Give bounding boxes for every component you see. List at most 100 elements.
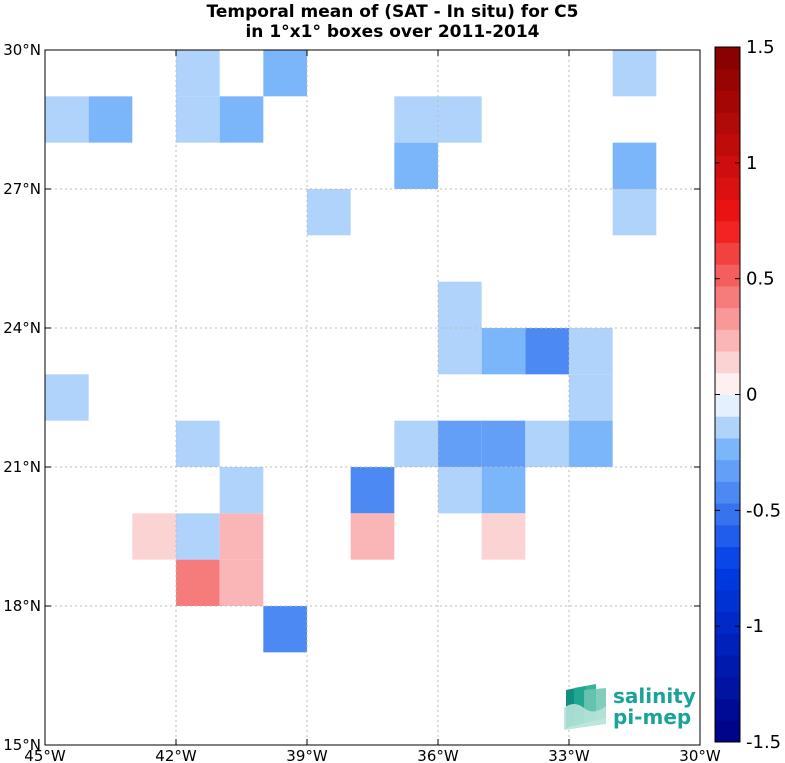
y-tick-label: 18°N xyxy=(3,597,41,615)
colorbar-tick-label: 1.5 xyxy=(746,37,775,58)
colorbar-segment xyxy=(715,459,740,482)
heatmap-cell xyxy=(481,328,526,375)
heatmap-cell xyxy=(569,328,613,375)
colorbar-segment xyxy=(715,568,740,591)
heatmap-cell xyxy=(438,420,482,467)
colorbar-tick-label: 0 xyxy=(746,385,757,406)
heatmap-cell xyxy=(307,189,351,236)
heatmap-cell xyxy=(481,420,526,467)
colorbar-segment xyxy=(715,329,740,352)
y-tick-label: 15°N xyxy=(3,736,41,754)
heatmap-cell xyxy=(219,467,264,514)
colorbar-segment xyxy=(715,524,740,548)
heatmap-cell xyxy=(263,50,307,97)
colorbar-tick-label: -0.5 xyxy=(746,500,781,521)
colorbar-segment xyxy=(715,655,740,678)
colorbar-segment xyxy=(715,372,740,395)
salinity-pi-mep-logo: salinity pi-mep xyxy=(564,684,696,730)
colorbar-segment xyxy=(715,242,740,265)
colorbar-segment xyxy=(715,264,740,287)
chart-title-line-2: in 1°x1° boxes over 2011-2014 xyxy=(245,22,540,42)
heatmap-cell xyxy=(481,513,526,560)
heatmap-cell xyxy=(525,328,569,375)
cells-layer xyxy=(45,50,657,653)
colorbar-segment xyxy=(715,177,740,200)
colorbar-segment xyxy=(715,676,740,700)
colorbar-segment xyxy=(715,546,740,569)
heatmap-cell xyxy=(176,420,220,467)
heatmap-cell xyxy=(394,96,438,143)
heatmap-cell xyxy=(350,467,395,514)
colorbar-tick-label: 0.5 xyxy=(746,269,775,290)
colorbar-segment xyxy=(715,133,740,157)
colorbar-tick-label: -1 xyxy=(746,616,764,637)
chart-title-line-1: Temporal mean of (SAT - In situ) for C5 xyxy=(206,2,579,22)
colorbar-segment xyxy=(715,199,740,222)
colorbar-segment xyxy=(715,220,740,243)
colorbar-segment xyxy=(715,437,740,461)
x-tick-label: 33°W xyxy=(548,747,590,763)
x-tick-label: 36°W xyxy=(417,747,459,763)
grid-layer xyxy=(45,50,700,745)
heatmap-cell xyxy=(394,420,438,467)
y-tick-label: 27°N xyxy=(3,180,41,198)
colorbar-segment xyxy=(715,90,740,113)
logo-wave-icon xyxy=(564,684,606,730)
heatmap-cell xyxy=(263,606,307,653)
heatmap-cell xyxy=(350,513,395,560)
colorbar-segment xyxy=(715,589,740,613)
colorbar-tick-label: -1.5 xyxy=(746,732,781,753)
heatmap-cell xyxy=(176,50,220,97)
x-tick-label: 39°W xyxy=(286,747,328,763)
heatmap-cell xyxy=(45,374,89,421)
heatmap-cell xyxy=(88,96,133,143)
logo-text-line-2: pi-mep xyxy=(613,705,691,729)
heatmap-cell xyxy=(612,189,657,236)
colorbar-segment xyxy=(715,611,740,634)
heatmap-cell xyxy=(394,142,438,189)
heatmap-cell xyxy=(438,281,482,328)
colorbar-segment xyxy=(715,307,740,330)
heatmap-cell xyxy=(219,559,264,606)
colorbar-segment xyxy=(715,112,740,135)
colorbar-segment xyxy=(715,285,740,309)
colorbar-segment xyxy=(715,416,740,439)
x-tick-label: 30°W xyxy=(679,747,721,763)
heatmap-cell xyxy=(569,420,613,467)
colorbar-segment xyxy=(715,481,740,504)
colorbar-segment xyxy=(715,720,740,743)
heatmap-cell xyxy=(219,96,264,143)
colorbar-segment xyxy=(715,47,740,70)
heatmap-cell xyxy=(612,50,657,97)
y-tick-label: 30°N xyxy=(3,41,41,59)
heatmap-cell xyxy=(525,420,569,467)
colorbar-segment xyxy=(715,633,740,656)
colorbar-segment xyxy=(715,68,740,91)
y-tick-label: 21°N xyxy=(3,458,41,476)
colorbar-segment xyxy=(715,698,740,721)
logo-text-line-1: salinity xyxy=(613,684,696,708)
heatmap-cell xyxy=(481,467,526,514)
colorbar: 1.5 1 0.5 0 -0.5 -1 -1.5 xyxy=(714,37,781,753)
colorbar-segment xyxy=(715,351,740,374)
heatmap-cell xyxy=(438,328,482,375)
heatmap-cell xyxy=(438,96,482,143)
heatmap-cell xyxy=(219,513,264,560)
y-tick-label: 24°N xyxy=(3,319,41,337)
heatmap-cell xyxy=(176,513,220,560)
heatmap-cell xyxy=(132,513,176,560)
colorbar-segment xyxy=(715,155,740,178)
colorbar-segment xyxy=(715,503,740,526)
heatmap-cell xyxy=(176,559,220,606)
heatmap-cell xyxy=(45,96,89,143)
x-tick-label: 42°W xyxy=(155,747,197,763)
ticks-layer: 45°W 42°W 39°W 36°W 33°W 30°W 15°N 18°N 21°N 24°N… xyxy=(3,41,721,763)
heatmap-cell xyxy=(612,142,657,189)
heatmap-cell xyxy=(569,374,613,421)
x-tick-label: 45°W xyxy=(24,747,66,763)
heatmap-cell xyxy=(438,467,482,514)
colorbar-tick-label: 1 xyxy=(746,153,757,174)
heatmap-cell xyxy=(176,96,220,143)
plot-frame xyxy=(44,49,701,746)
